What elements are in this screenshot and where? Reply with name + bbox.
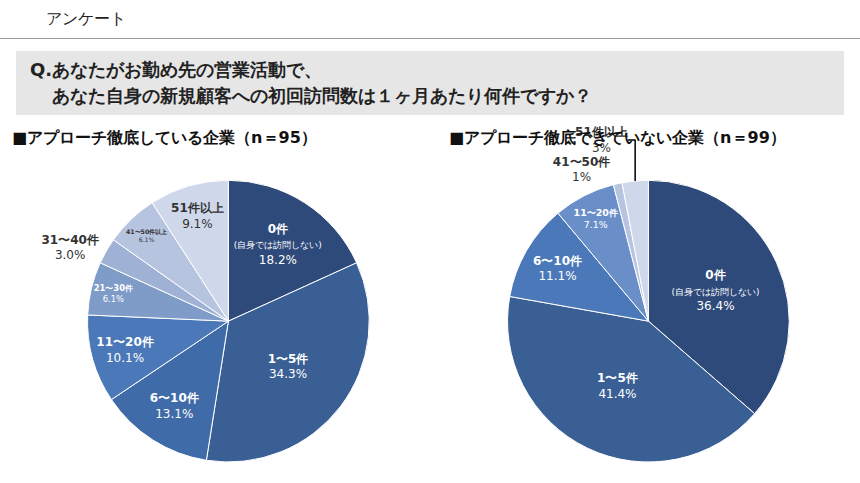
svg-text:21〜30件6.1%: 21〜30件6.1% — [94, 283, 133, 304]
html-text:あなた自身の新規顧客への初回訪問数は１ヶ月あたり何件ですか？: あなた自身の新規顧客への初回訪問数は１ヶ月あたり何件ですか？ — [52, 85, 592, 106]
svg-text:41〜50件以上6.1%: 41〜50件以上6.1% — [126, 228, 167, 243]
svg-text:51件以上9.1%: 51件以上9.1% — [171, 201, 224, 231]
svg-text:51件以上3%: 51件以上3% — [575, 125, 628, 155]
svg-text:0件(自身では訪問しない)36.4%: 0件(自身では訪問しない)36.4% — [671, 268, 759, 313]
svg-text:1〜5件41.4%: 1〜5件41.4% — [597, 371, 638, 401]
svg-text:11〜20件7.1%: 11〜20件7.1% — [574, 207, 618, 230]
svg-text:6〜10件13.1%: 6〜10件13.1% — [150, 391, 199, 421]
svg-text:41〜50件1%: 41〜50件1% — [553, 155, 610, 185]
svg-text:0件(自身では訪問しない)18.2%: 0件(自身では訪問しない)18.2% — [234, 222, 322, 267]
svg-text:6〜10件11.1%: 6〜10件11.1% — [533, 254, 582, 284]
html-text:Q.あなたがお勤め先の営業活動で、: Q.あなたがお勤め先の営業活動で、 — [30, 59, 323, 80]
svg-text:■アプローチ徹底できていない企業（n＝99）: ■アプローチ徹底できていない企業（n＝99） — [449, 128, 786, 147]
svg-text:11〜20件10.1%: 11〜20件10.1% — [96, 335, 153, 365]
svg-text:1〜5件34.3%: 1〜5件34.3% — [268, 352, 309, 382]
svg-text:■アプローチ徹底している企業（n＝95）: ■アプローチ徹底している企業（n＝95） — [12, 128, 317, 147]
html-text:アンケート: アンケート — [46, 9, 126, 28]
svg-text:31〜40件3.0%: 31〜40件3.0% — [41, 233, 98, 263]
